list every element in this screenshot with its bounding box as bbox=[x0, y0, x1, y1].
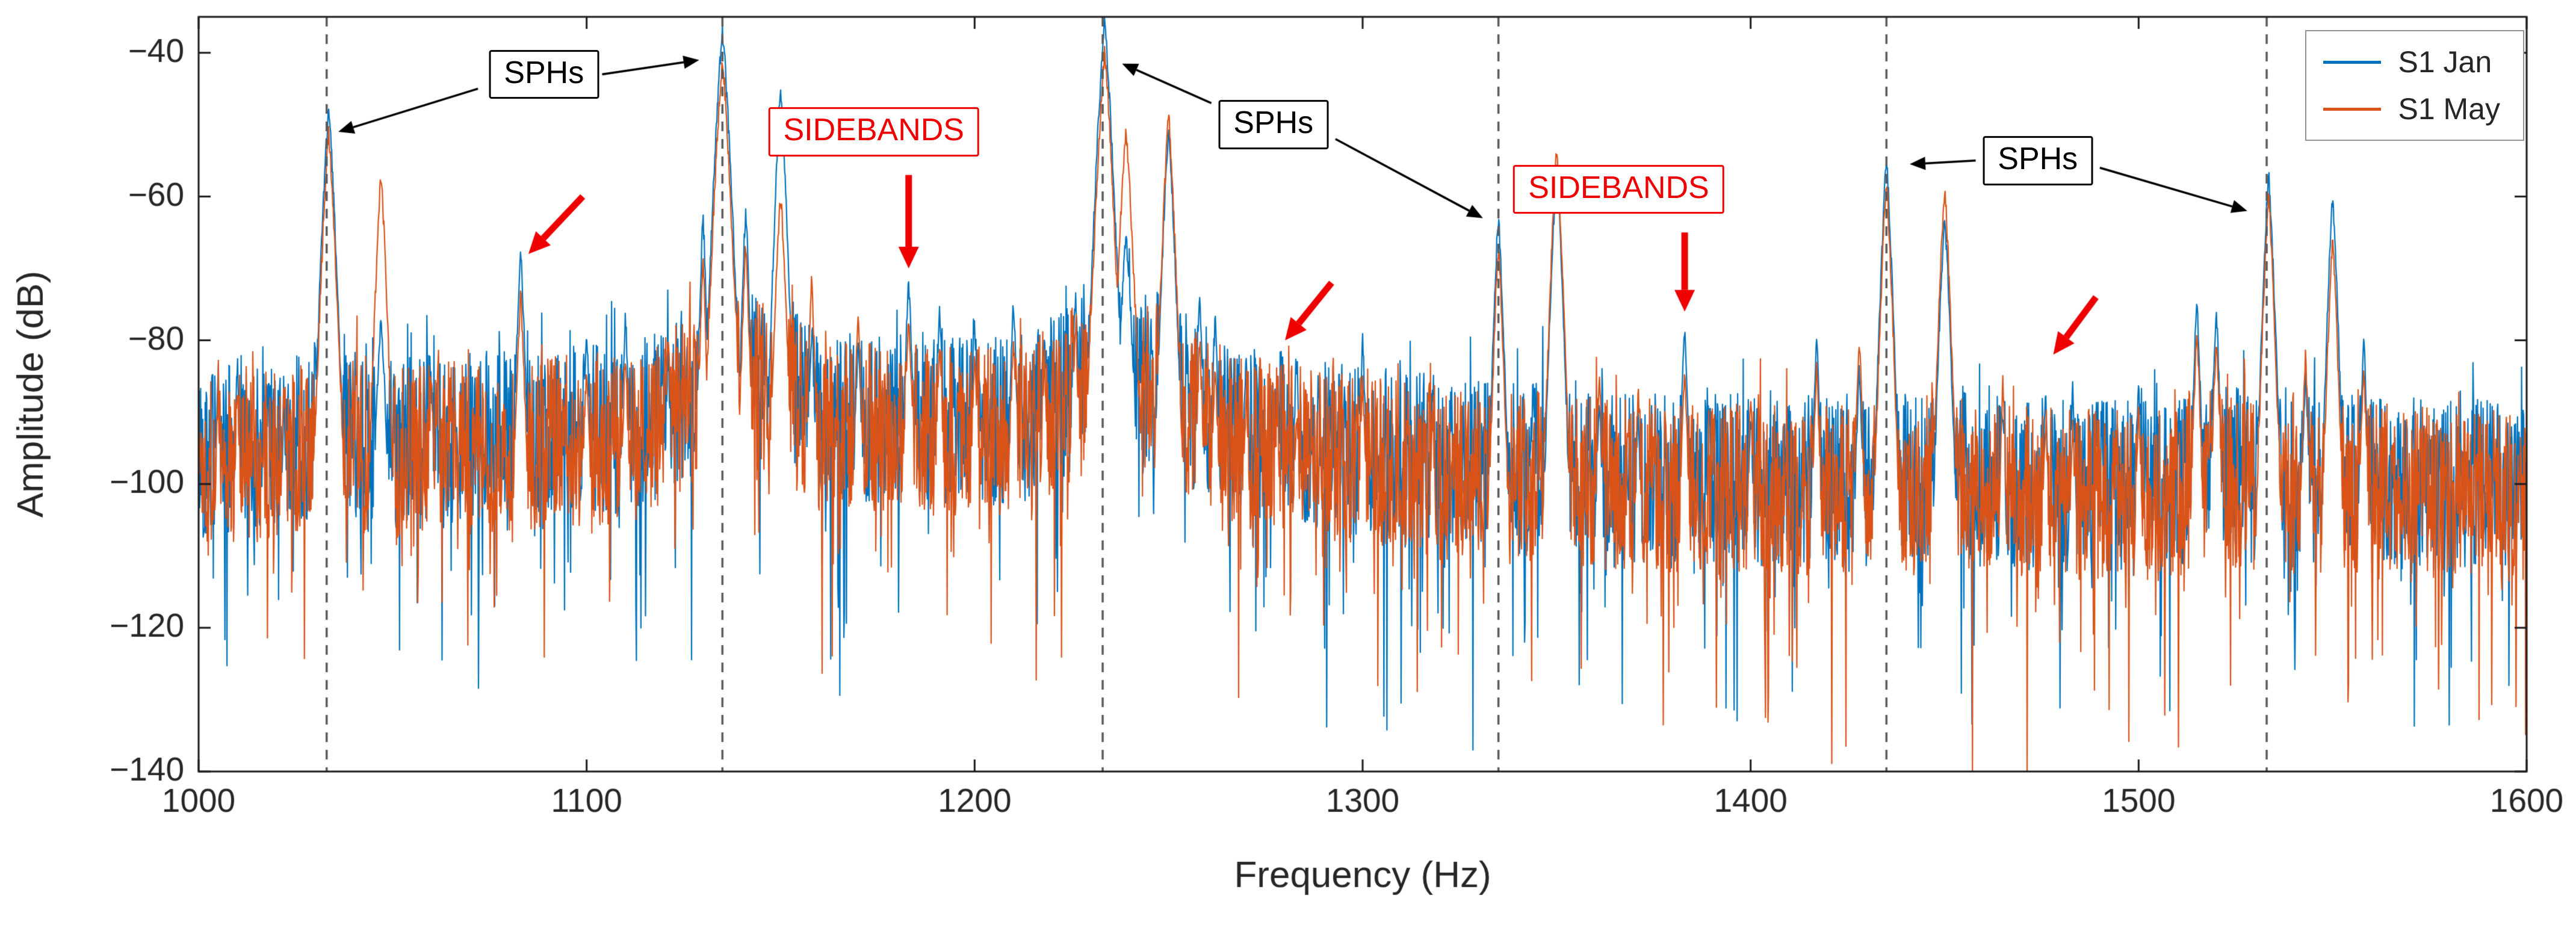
legend-label-s1-jan: S1 Jan bbox=[2398, 45, 2492, 79]
legend-line-sample-orange bbox=[2323, 107, 2382, 111]
annotation-sphs-3: SPHs bbox=[1983, 135, 2093, 185]
legend-item-s1-jan: S1 Jan bbox=[2323, 45, 2500, 79]
annotation-sidebands-2: SIDEBANDS bbox=[1513, 164, 1724, 214]
legend-label-s1-may: S1 May bbox=[2398, 92, 2500, 126]
legend: S1 Jan S1 May bbox=[2305, 30, 2524, 141]
annotation-sphs-1: SPHs bbox=[489, 49, 599, 99]
legend-item-s1-may: S1 May bbox=[2323, 91, 2500, 126]
annotation-sidebands-1: SIDEBANDS bbox=[768, 107, 979, 156]
annotation-sphs-2: SPHs bbox=[1218, 100, 1329, 150]
legend-line-sample-blue bbox=[2323, 60, 2382, 64]
